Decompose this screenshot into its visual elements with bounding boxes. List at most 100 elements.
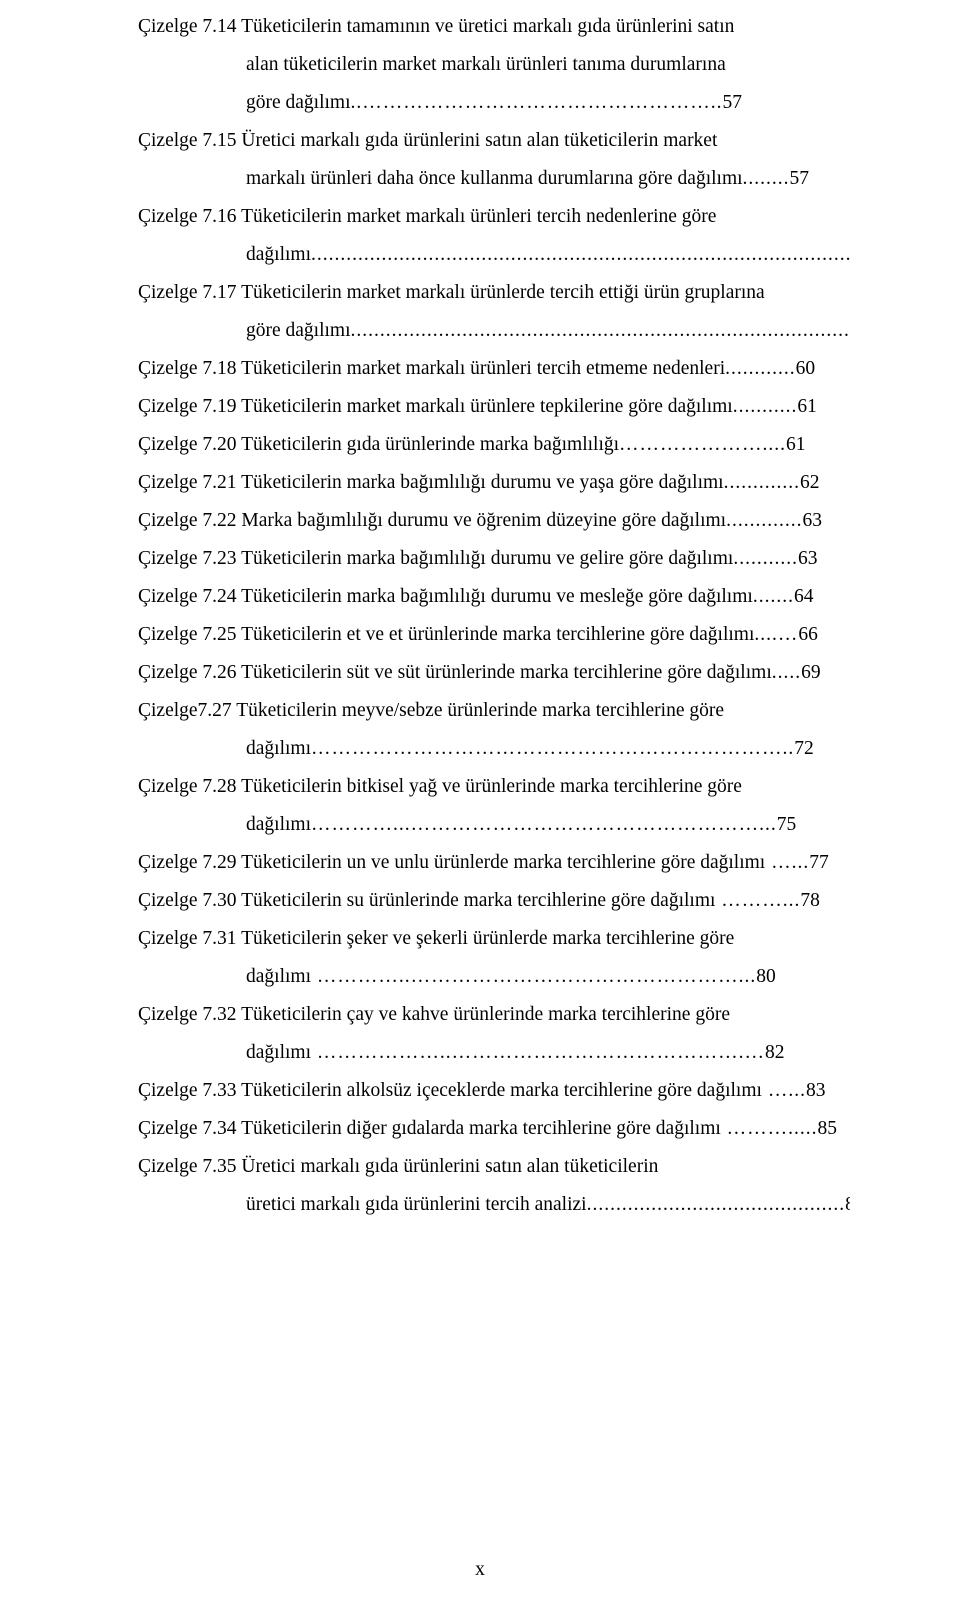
toc-entry-page: 83 — [806, 1080, 826, 1101]
toc-entry-text: Çizelge 7.18 Tüketicilerin market markal… — [138, 358, 725, 379]
toc-entry-page: 62 — [800, 472, 820, 493]
toc-entry: Çizelge 7.15 Üretici markalı gıda ürünle… — [138, 122, 850, 198]
toc-entry-text: Çizelge 7.21 Tüketicilerin marka bağımlı… — [138, 472, 724, 493]
toc-leader-dots: ........... — [733, 548, 798, 569]
toc-entry-line: markalı ürünleri daha önce kullanma duru… — [138, 160, 850, 198]
toc-entry: Çizelge 7.21 Tüketicilerin marka bağımlı… — [138, 464, 850, 502]
toc-entry-page: 75 — [777, 814, 797, 835]
toc-entry-page: 82 — [765, 1042, 785, 1063]
toc-entry-line: alan tüketicilerin market markalı ürünle… — [138, 46, 850, 84]
toc-leader-dots: ....… — [754, 624, 798, 645]
toc-entry: Çizelge7.27 Tüketicilerin meyve/sebze ür… — [138, 692, 850, 768]
toc-entry-line: Çizelge 7.29 Tüketicilerin un ve unlu ür… — [138, 844, 850, 882]
toc-entry-text: Çizelge 7.22 Marka bağımlılığı durumu ve… — [138, 510, 726, 531]
toc-leader-dots: ....... — [753, 586, 794, 607]
toc-entry-line: Çizelge 7.31 Tüketicilerin şeker ve şeke… — [138, 920, 850, 958]
toc-entry-line: dağılımı …………..…………………………………………...80 — [138, 958, 850, 996]
toc-entry-line: Çizelge 7.33 Tüketicilerin alkolsüz içec… — [138, 1072, 850, 1110]
toc-entry-page: 69 — [801, 662, 821, 683]
toc-entry-text: Çizelge7.27 Tüketicilerin meyve/sebze ür… — [138, 700, 724, 721]
toc-leader-dots: …………...……………………………………………... — [311, 814, 777, 835]
toc-entry-line: Çizelge 7.34 Tüketicilerin diğer gıdalar… — [138, 1110, 850, 1148]
toc-entry-page: 61 — [786, 434, 806, 455]
toc-entry: Çizelge 7.16 Tüketicilerin market markal… — [138, 198, 850, 274]
toc-entry-text: Çizelge 7.14 Tüketicilerin tamamının ve … — [138, 16, 734, 37]
toc-entry-line: Çizelge 7.24 Tüketicilerin marka bağımlı… — [138, 578, 850, 616]
toc-entry-text: göre dağılımı — [246, 92, 351, 113]
toc-entry: Çizelge 7.30 Tüketicilerin su ürünlerind… — [138, 882, 850, 920]
toc-entry: Çizelge 7.29 Tüketicilerin un ve unlu ür… — [138, 844, 850, 882]
toc-entry: Çizelge 7.14 Tüketicilerin tamamının ve … — [138, 8, 850, 122]
toc-leader-dots: ........................................… — [587, 1194, 846, 1215]
toc-entry-page: 66 — [798, 624, 818, 645]
toc-entry-text: Çizelge 7.25 Tüketicilerin et ve et ürün… — [138, 624, 754, 645]
toc-leader-dots: ………………….... — [619, 434, 786, 455]
toc-entry-text: üretici markalı gıda ürünlerini tercih a… — [246, 1194, 587, 1215]
toc-entry-line: dağılımı…………...……………………………………………...75 — [138, 806, 850, 844]
toc-leader-dots: ………………..…………………………………….… — [311, 1042, 765, 1063]
toc-entry-line: Çizelge 7.19 Tüketicilerin market markal… — [138, 388, 850, 426]
toc-leader-dots: ..…………………………………………….. — [351, 92, 723, 113]
page-number-label: x — [475, 1559, 485, 1580]
toc-leader-dots: ..... — [772, 662, 801, 683]
toc-entry-line: Çizelge 7.35 Üretici markalı gıda ürünle… — [138, 1148, 850, 1186]
toc-entry-page: 78 — [800, 890, 820, 911]
toc-entry-line: Çizelge 7.18 Tüketicilerin market markal… — [138, 350, 850, 388]
toc-entry-line: Çizelge 7.22 Marka bağımlılığı durumu ve… — [138, 502, 850, 540]
toc-entry-line: göre dağılımı..……………………………………………..57 — [138, 84, 850, 122]
toc-entry-text: Çizelge 7.35 Üretici markalı gıda ürünle… — [138, 1156, 658, 1177]
toc-leader-dots: …………………………………………………………….. — [311, 738, 794, 759]
toc-entry-line: Çizelge 7.28 Tüketicilerin bitkisel yağ … — [138, 768, 850, 806]
toc-entry: Çizelge 7.32 Tüketicilerin çay ve kahve … — [138, 996, 850, 1072]
toc-entry-page: 72 — [794, 738, 814, 759]
toc-entry: Çizelge 7.31 Tüketicilerin şeker ve şeke… — [138, 920, 850, 996]
toc-entry: Çizelge 7.17 Tüketicilerin market markal… — [138, 274, 850, 350]
toc-entry-text: dağılımı — [246, 738, 311, 759]
toc-entry-text: Çizelge 7.31 Tüketicilerin şeker ve şeke… — [138, 928, 734, 949]
toc-entry-text: Çizelge 7.24 Tüketicilerin marka bağımlı… — [138, 586, 753, 607]
toc-leader-dots: …... — [765, 852, 809, 873]
toc-entry-text: Çizelge 7.28 Tüketicilerin bitkisel yağ … — [138, 776, 742, 797]
toc-entry-text: Çizelge 7.16 Tüketicilerin market markal… — [138, 206, 716, 227]
toc-entry-page: 64 — [794, 586, 814, 607]
toc-entry-page: 63 — [802, 510, 822, 531]
toc-entry-line: Çizelge 7.16 Tüketicilerin market markal… — [138, 198, 850, 236]
toc-leader-dots: ............. — [724, 472, 800, 493]
toc-entry-line: göre dağılımı...........................… — [138, 312, 850, 350]
toc-entry-page: 60 — [796, 358, 816, 379]
toc-entry-line: Çizelge 7.32 Tüketicilerin çay ve kahve … — [138, 996, 850, 1034]
toc-entry-text: Çizelge 7.17 Tüketicilerin market markal… — [138, 282, 765, 303]
toc-entry-page: 87 — [845, 1194, 850, 1215]
toc-leader-dots: ........................................… — [311, 244, 850, 265]
toc-leader-dots: …………..…………………………………………... — [311, 966, 756, 987]
table-of-contents: Çizelge 7.14 Tüketicilerin tamamının ve … — [138, 8, 850, 1225]
toc-entry-line: Çizelge 7.26 Tüketicilerin süt ve süt ür… — [138, 654, 850, 692]
toc-entry-line: Çizelge 7.17 Tüketicilerin market markal… — [138, 274, 850, 312]
toc-entry-page: 63 — [798, 548, 818, 569]
toc-entry-page: 77 — [809, 852, 829, 873]
toc-entry-page: 57 — [790, 168, 810, 189]
toc-entry: Çizelge 7.19 Tüketicilerin market markal… — [138, 388, 850, 426]
toc-entry: Çizelge 7.33 Tüketicilerin alkolsüz içec… — [138, 1072, 850, 1110]
toc-entry: Çizelge 7.28 Tüketicilerin bitkisel yağ … — [138, 768, 850, 844]
toc-leader-dots: …... — [762, 1080, 806, 1101]
page-number-footer: x — [0, 1559, 960, 1581]
toc-leader-dots: ………..... — [721, 1118, 818, 1139]
toc-entry: Çizelge 7.24 Tüketicilerin marka bağımlı… — [138, 578, 850, 616]
toc-entry-line: Çizelge 7.21 Tüketicilerin marka bağımlı… — [138, 464, 850, 502]
toc-entry-line: dağılımı……………………………………………………………..72 — [138, 730, 850, 768]
toc-entry: Çizelge 7.34 Tüketicilerin diğer gıdalar… — [138, 1110, 850, 1148]
toc-entry-text: Çizelge 7.19 Tüketicilerin market markal… — [138, 396, 733, 417]
toc-entry-line: Çizelge7.27 Tüketicilerin meyve/sebze ür… — [138, 692, 850, 730]
toc-entry-line: dağılımı ………………..…………………………………….…82 — [138, 1034, 850, 1072]
toc-entry-line: Çizelge 7.20 Tüketicilerin gıda ürünleri… — [138, 426, 850, 464]
toc-entry: Çizelge 7.25 Tüketicilerin et ve et ürün… — [138, 616, 850, 654]
toc-entry-line: üretici markalı gıda ürünlerini tercih a… — [138, 1186, 850, 1224]
toc-entry: Çizelge 7.35 Üretici markalı gıda ürünle… — [138, 1148, 850, 1224]
document-page: Çizelge 7.14 Tüketicilerin tamamının ve … — [0, 0, 960, 1617]
toc-entry-text: dağılımı — [246, 814, 311, 835]
toc-leader-dots: ........ — [743, 168, 790, 189]
toc-entry-page: 80 — [756, 966, 776, 987]
toc-entry-text: alan tüketicilerin market markalı ürünle… — [246, 54, 726, 75]
toc-entry-page: 85 — [818, 1118, 838, 1139]
